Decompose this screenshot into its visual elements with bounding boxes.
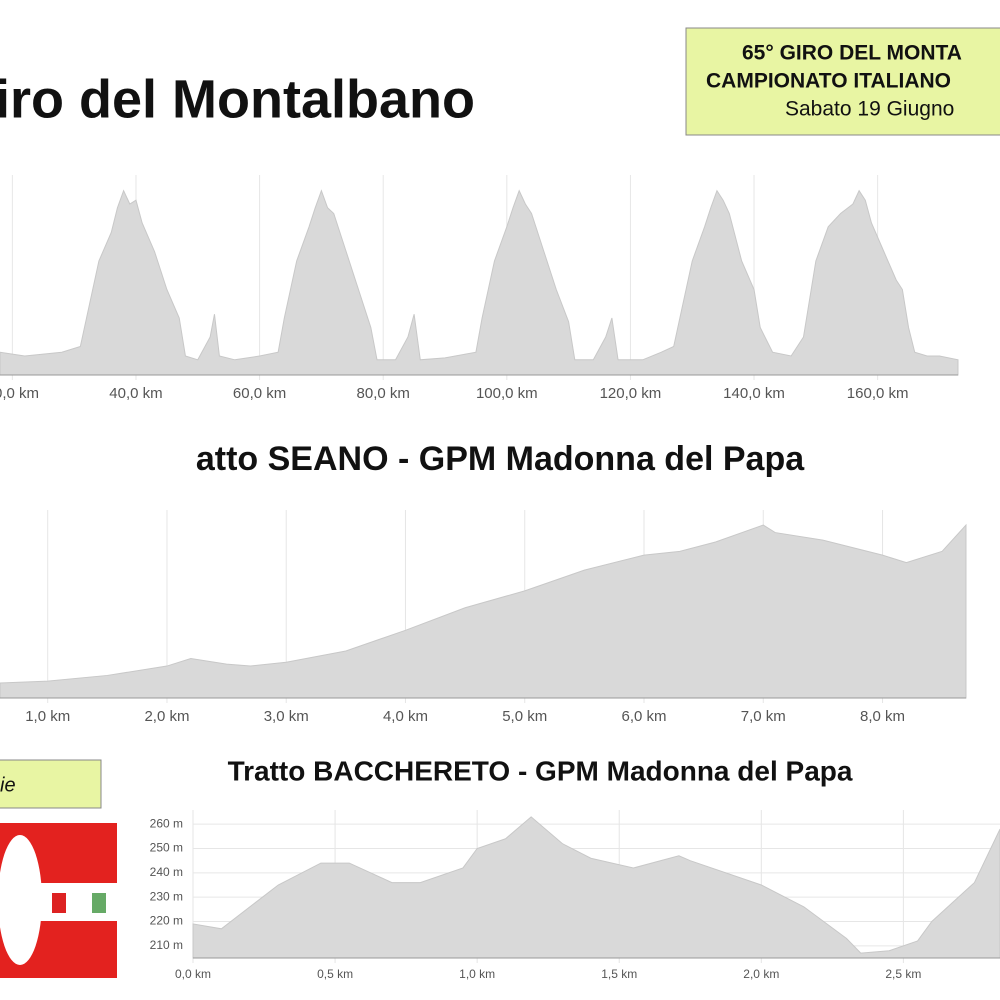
x-tick-label: 1,0 km	[459, 967, 495, 981]
x-tick-label: 160,0 km	[847, 385, 909, 402]
x-tick-label: 3,0 km	[264, 708, 309, 725]
info-line: CAMPIONATO ITALIANO	[706, 70, 951, 93]
elevation-area	[0, 523, 967, 699]
x-tick-label: 2,0 km	[743, 967, 779, 981]
chart-title: Tratto BACCHERETO - GPM Madonna del Papa	[228, 755, 853, 786]
info-box	[685, 27, 1000, 136]
x-tick-label: 8,0 km	[860, 708, 905, 725]
x-tick-label: 2,5 km	[885, 967, 921, 981]
x-tick-label: 1,5 km	[601, 967, 637, 981]
x-tick-label: 60,0 km	[233, 385, 286, 402]
y-tick-label: 260 m	[150, 816, 183, 830]
x-tick-label: 120,0 km	[600, 385, 662, 402]
info-line: 65° GIRO DEL MONTA	[742, 42, 962, 65]
elevation-area	[192, 816, 1000, 959]
y-tick-label: 230 m	[150, 889, 183, 903]
x-tick-label: 2,0 km	[144, 708, 189, 725]
info-line: Sabato 19 Giugno	[785, 98, 954, 121]
x-tick-label: 100,0 km	[476, 385, 538, 402]
x-tick-label: 40,0 km	[109, 385, 162, 402]
x-tick-label: 20,0 km	[0, 385, 39, 402]
side-box	[0, 759, 102, 809]
y-tick-label: 220 m	[150, 914, 183, 928]
poster-thumbnail	[0, 823, 117, 978]
y-tick-label: 240 m	[150, 865, 183, 879]
elevation-area	[0, 189, 959, 376]
x-tick-label: 5,0 km	[502, 708, 547, 725]
page-title: iro del Montalbano	[0, 69, 475, 129]
y-tick-label: 250 m	[150, 841, 183, 855]
x-tick-label: 6,0 km	[621, 708, 666, 725]
x-tick-label: 4,0 km	[383, 708, 428, 725]
y-tick-label: 210 m	[150, 938, 183, 952]
x-tick-label: 0,5 km	[317, 967, 353, 981]
x-tick-label: 7,0 km	[741, 708, 786, 725]
x-tick-label: 80,0 km	[357, 385, 410, 402]
x-tick-label: 140,0 km	[723, 385, 785, 402]
side-label: ie	[0, 774, 16, 796]
chart-title: atto SEANO - GPM Madonna del Papa	[196, 440, 805, 478]
x-tick-label: 0,0 km	[175, 967, 211, 981]
x-tick-label: 1,0 km	[25, 708, 70, 725]
